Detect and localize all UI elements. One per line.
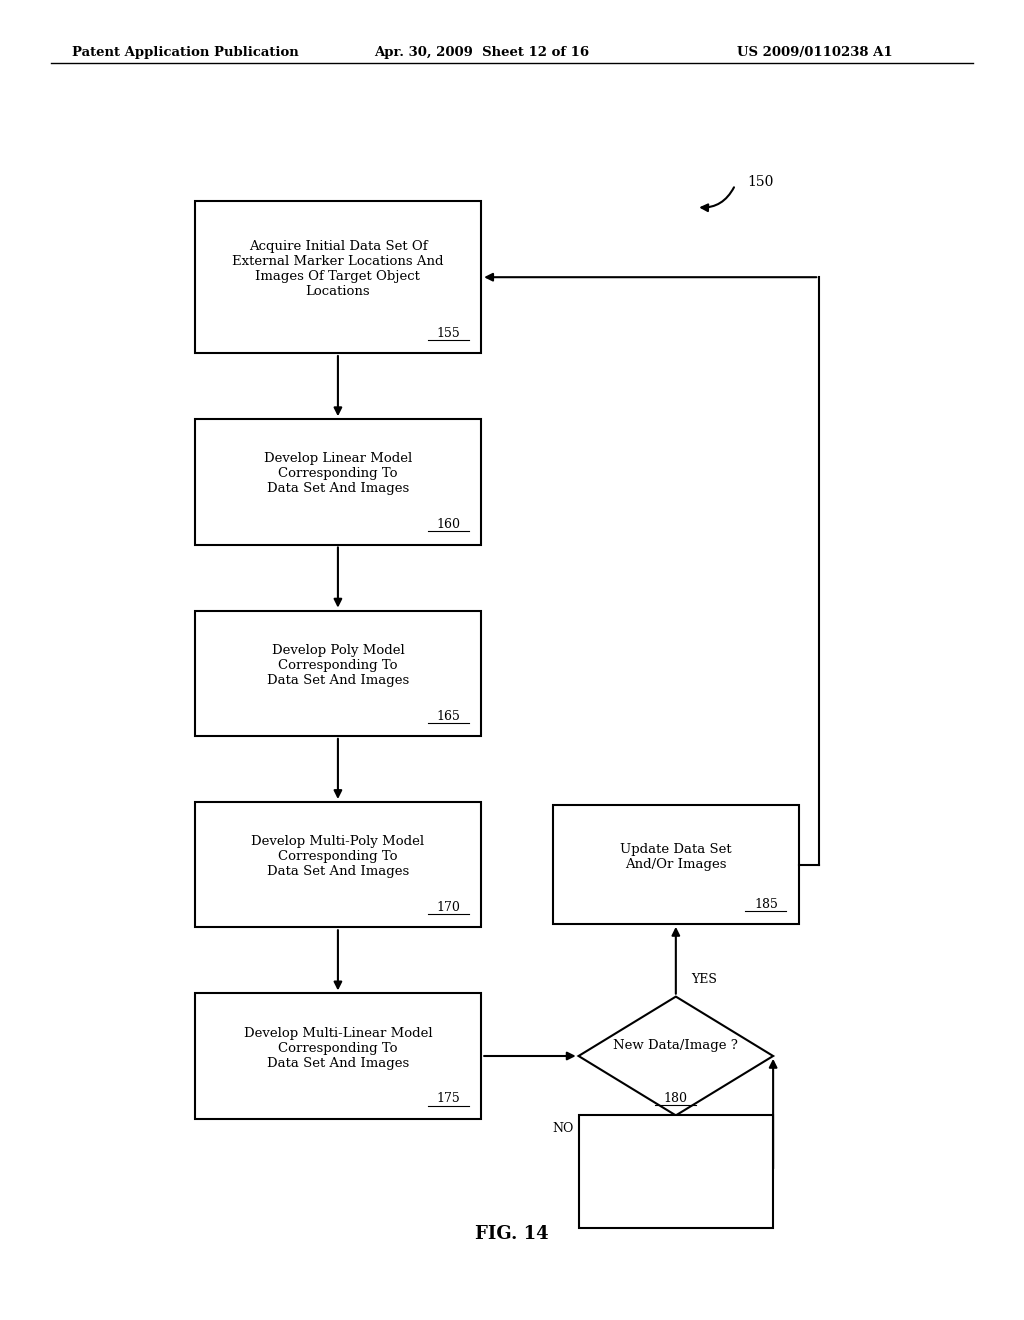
Text: Develop Multi-Linear Model
Corresponding To
Data Set And Images: Develop Multi-Linear Model Corresponding…	[244, 1027, 432, 1069]
Bar	[579, 1115, 773, 1228]
Text: Apr. 30, 2009  Sheet 12 of 16: Apr. 30, 2009 Sheet 12 of 16	[374, 46, 589, 59]
Text: YES: YES	[691, 973, 717, 986]
Text: 175: 175	[436, 1093, 461, 1105]
Text: Patent Application Publication: Patent Application Publication	[72, 46, 298, 59]
Text: Develop Linear Model
Corresponding To
Data Set And Images: Develop Linear Model Corresponding To Da…	[264, 453, 412, 495]
Text: 155: 155	[436, 327, 461, 339]
Text: US 2009/0110238 A1: US 2009/0110238 A1	[737, 46, 893, 59]
Text: New Data/Image ?: New Data/Image ?	[613, 1039, 738, 1052]
Text: Develop Multi-Poly Model
Corresponding To
Data Set And Images: Develop Multi-Poly Model Corresponding T…	[251, 836, 425, 878]
Text: 160: 160	[436, 519, 461, 531]
Text: 180: 180	[664, 1092, 688, 1105]
Text: FIG. 14: FIG. 14	[475, 1225, 549, 1243]
Bar	[195, 993, 481, 1118]
Bar	[195, 420, 481, 544]
Bar	[195, 803, 481, 927]
Text: 150: 150	[748, 176, 774, 189]
Polygon shape	[579, 997, 773, 1115]
Text: 185: 185	[754, 898, 778, 911]
Text: NO: NO	[552, 1122, 573, 1135]
Text: 170: 170	[436, 902, 461, 913]
Text: 165: 165	[436, 710, 461, 722]
Text: Acquire Initial Data Set Of
External Marker Locations And
Images Of Target Objec: Acquire Initial Data Set Of External Mar…	[232, 240, 443, 298]
Bar	[195, 610, 481, 737]
Text: Develop Poly Model
Corresponding To
Data Set And Images: Develop Poly Model Corresponding To Data…	[267, 644, 409, 686]
Bar	[553, 805, 799, 924]
Text: Update Data Set
And/Or Images: Update Data Set And/Or Images	[620, 842, 732, 871]
Bar	[195, 201, 481, 352]
